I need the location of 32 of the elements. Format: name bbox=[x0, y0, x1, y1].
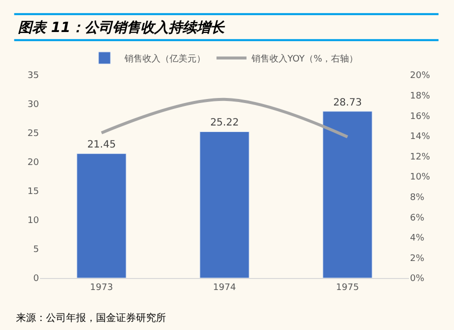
y-tick-label: 15 bbox=[28, 187, 39, 198]
bar bbox=[76, 153, 126, 278]
y2-tick-label: 6% bbox=[410, 213, 425, 224]
bar bbox=[322, 111, 372, 278]
y2-tick-label: 12% bbox=[410, 152, 430, 162]
y2-tick-label: 4% bbox=[410, 234, 425, 244]
y2-tick-label: 10% bbox=[410, 172, 430, 183]
source-note: 来源：公司年报，国金证券研究所 bbox=[16, 312, 166, 324]
y-tick-label: 20 bbox=[28, 158, 40, 168]
y-tick-label: 0 bbox=[33, 274, 40, 284]
data-label: 25.22 bbox=[210, 118, 239, 129]
x-tick-label: 1975 bbox=[336, 282, 359, 293]
y2-tick-label: 8% bbox=[410, 192, 425, 203]
y2-tick-label: 2% bbox=[410, 254, 425, 264]
y2-tick-label: 20% bbox=[410, 71, 430, 82]
legend-label: 销售收入（亿美元） bbox=[124, 53, 206, 64]
data-label: 28.73 bbox=[333, 97, 362, 108]
y-tick-label: 35 bbox=[28, 71, 39, 82]
y-tick-label: 10 bbox=[28, 216, 40, 226]
y2-tick-label: 14% bbox=[410, 132, 430, 142]
y-tick-label: 5 bbox=[33, 245, 39, 256]
legend-label: 销售收入YOY（%，右轴） bbox=[250, 53, 358, 64]
y-tick-label: 25 bbox=[28, 129, 39, 140]
y2-tick-label: 16% bbox=[410, 112, 430, 122]
data-label: 21.45 bbox=[87, 140, 116, 151]
chart-title: 图表 11：公司销售收入持续增长 bbox=[18, 20, 226, 36]
y-tick-label: 30 bbox=[28, 100, 40, 110]
x-tick-label: 1973 bbox=[90, 282, 113, 293]
y2-tick-label: 0% bbox=[410, 274, 425, 284]
bar bbox=[200, 131, 250, 278]
x-tick-label: 1974 bbox=[213, 282, 236, 293]
y2-tick-label: 18% bbox=[410, 91, 430, 102]
